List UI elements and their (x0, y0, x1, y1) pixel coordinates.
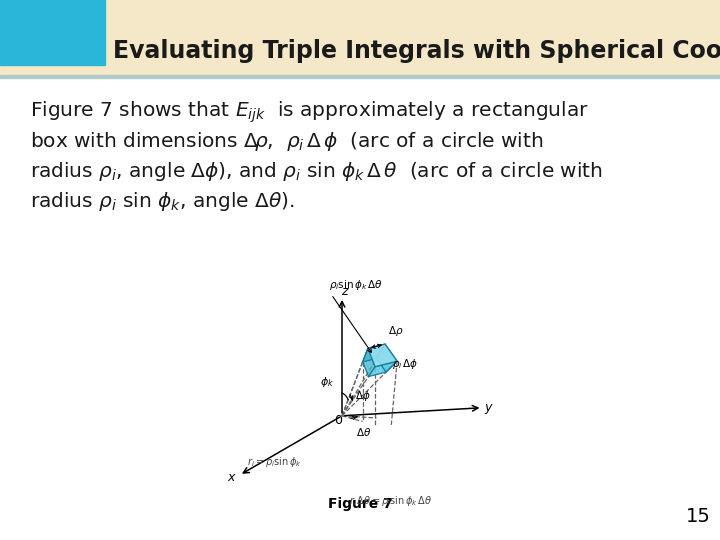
Polygon shape (369, 361, 397, 376)
Text: Evaluating Triple Integrals with Spherical Coordinates: Evaluating Triple Integrals with Spheric… (113, 39, 720, 63)
Text: radius $\rho_i$ sin $\phi_k$, angle $\Delta\theta$).: radius $\rho_i$ sin $\phi_k$, angle $\De… (30, 190, 294, 213)
Text: Figure 7: Figure 7 (328, 497, 392, 511)
Text: $\Delta\rho$: $\Delta\rho$ (388, 324, 404, 338)
Polygon shape (368, 344, 397, 367)
Text: $\Delta\theta$: $\Delta\theta$ (356, 426, 372, 438)
Bar (0, 0, 720, 75)
Bar (0, 75, 720, 78)
Text: $r_i = \rho_i \sin \phi_k$: $r_i = \rho_i \sin \phi_k$ (247, 455, 302, 469)
Text: radius $\rho_i$, angle $\Delta\phi$), and $\rho_i$ sin $\phi_k\,\Delta\,\theta$ : radius $\rho_i$, angle $\Delta\phi$), an… (30, 160, 603, 183)
Text: y: y (484, 401, 492, 414)
Text: $\rho_i \, \Delta\phi$: $\rho_i \, \Delta\phi$ (392, 357, 418, 371)
Polygon shape (363, 344, 385, 362)
Text: z: z (341, 285, 348, 298)
Text: 0: 0 (333, 414, 342, 427)
Text: $\rho_i \sin \phi_k \, \Delta\theta$: $\rho_i \sin \phi_k \, \Delta\theta$ (328, 278, 382, 292)
Text: box with dimensions $\Delta\!\rho$,  $\rho_i\,\Delta\,\phi$  (arc of a circle wi: box with dimensions $\Delta\!\rho$, $\rh… (30, 130, 544, 153)
Text: $\Delta\phi$: $\Delta\phi$ (355, 389, 371, 403)
Text: x: x (228, 471, 235, 484)
Text: $r_i\,\Delta\theta = \rho_i \sin \phi_k \, \Delta\theta$: $r_i\,\Delta\theta = \rho_i \sin \phi_k … (349, 494, 432, 508)
Text: Figure 7 shows that $E_{ijk}$  is approximately a rectangular: Figure 7 shows that $E_{ijk}$ is approxi… (30, 100, 589, 125)
Polygon shape (363, 348, 375, 376)
Bar (0, 0, 105, 65)
Text: 15: 15 (685, 507, 711, 525)
Text: $\phi_k$: $\phi_k$ (320, 375, 334, 389)
Polygon shape (377, 344, 397, 372)
